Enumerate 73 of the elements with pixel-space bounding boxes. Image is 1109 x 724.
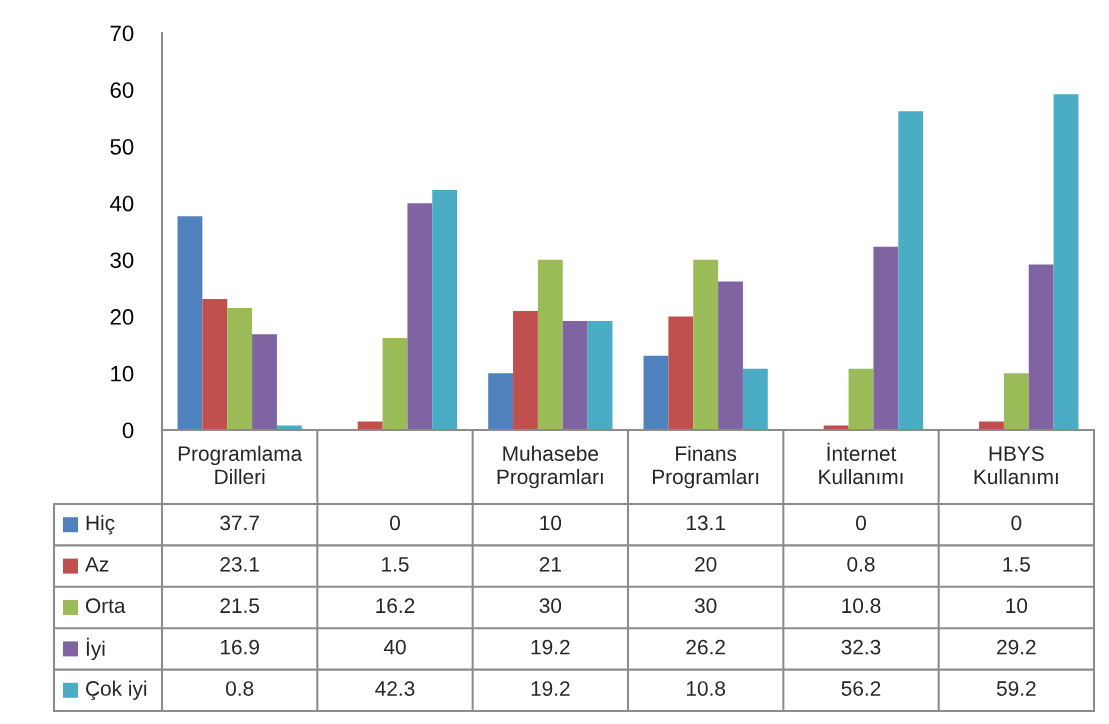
bar bbox=[227, 308, 253, 430]
data-label: 37.7 bbox=[220, 515, 259, 531]
data-label: 29.2 bbox=[997, 639, 1036, 655]
data-label: 59.2 bbox=[996, 681, 1036, 696]
data-label: 30 bbox=[694, 598, 717, 614]
x-tick-label: HBYS Kullanımı bbox=[974, 446, 1058, 485]
data-label: 20 bbox=[695, 556, 717, 572]
bar bbox=[718, 281, 743, 430]
data-label: 30 bbox=[539, 598, 562, 614]
data-label: 10.8 bbox=[842, 598, 881, 614]
y-tick-label: 60 bbox=[110, 82, 134, 98]
y-tick-label: 30 bbox=[110, 252, 134, 269]
y-tick-label: 40 bbox=[110, 195, 134, 212]
bar bbox=[252, 334, 277, 430]
data-label: 13.1 bbox=[686, 515, 725, 531]
data-label: 0 bbox=[1011, 515, 1022, 531]
bar bbox=[407, 203, 433, 430]
data-label: 21 bbox=[539, 556, 561, 572]
data-label: 10 bbox=[1006, 598, 1028, 614]
bar bbox=[587, 321, 613, 430]
data-label: 56.2 bbox=[841, 681, 881, 696]
legend-label: Hiç bbox=[86, 514, 115, 535]
data-label: 10.8 bbox=[686, 681, 726, 696]
bar bbox=[488, 373, 514, 430]
bar bbox=[898, 111, 924, 430]
bar bbox=[202, 298, 228, 430]
bar bbox=[513, 310, 538, 430]
data-label: 0 bbox=[856, 515, 866, 531]
bar bbox=[357, 421, 383, 430]
bar bbox=[537, 259, 563, 430]
bar bbox=[979, 421, 1004, 430]
data-label: 16.2 bbox=[376, 598, 415, 614]
y-tick-label: 0 bbox=[122, 422, 134, 439]
data-label: 1.5 bbox=[382, 557, 409, 572]
data-label: 42.3 bbox=[375, 681, 415, 696]
legend-label: İyi bbox=[86, 637, 105, 661]
data-label: 10 bbox=[540, 515, 562, 531]
data-label: 32.3 bbox=[841, 639, 881, 655]
bar bbox=[1053, 94, 1079, 430]
legend-label: Orta bbox=[85, 598, 126, 614]
y-tick-label: 10 bbox=[111, 365, 134, 382]
bar bbox=[668, 316, 694, 430]
bar bbox=[848, 368, 874, 430]
data-label: 19.2 bbox=[531, 681, 570, 696]
legend-label: Çok iyi bbox=[86, 680, 147, 701]
y-tick-label: 20 bbox=[110, 309, 134, 325]
data-label: 40 bbox=[383, 639, 406, 655]
bar bbox=[562, 321, 588, 430]
x-tick-label: İnternet Kullanımı bbox=[819, 442, 903, 485]
bar bbox=[643, 355, 669, 430]
bar bbox=[693, 259, 719, 430]
bar bbox=[177, 216, 203, 430]
y-tick-label: 50 bbox=[110, 138, 134, 155]
bar bbox=[1028, 264, 1054, 430]
legend-label: Az bbox=[85, 557, 109, 572]
x-tick-label: Finans Programları bbox=[652, 445, 759, 489]
data-label: 19.2 bbox=[531, 639, 570, 655]
data-label: 1.5 bbox=[1003, 557, 1030, 572]
data-label: 23.1 bbox=[220, 556, 259, 572]
data-label: 16.9 bbox=[220, 639, 259, 655]
data-label: 21.5 bbox=[220, 598, 260, 614]
data-label: 0 bbox=[390, 515, 400, 531]
data-label: 0.8 bbox=[226, 681, 254, 696]
bar bbox=[382, 338, 408, 430]
bar bbox=[432, 190, 458, 430]
data-label: 26.2 bbox=[686, 639, 725, 655]
data-label: 0.8 bbox=[847, 556, 875, 572]
bar bbox=[1003, 373, 1029, 430]
bar bbox=[873, 246, 899, 430]
y-tick-label: 70 bbox=[110, 25, 134, 42]
x-tick-label: Programlama Dilleri bbox=[178, 445, 303, 485]
x-tick-label: Muhasebe Programları bbox=[497, 445, 603, 489]
bar bbox=[742, 368, 768, 430]
